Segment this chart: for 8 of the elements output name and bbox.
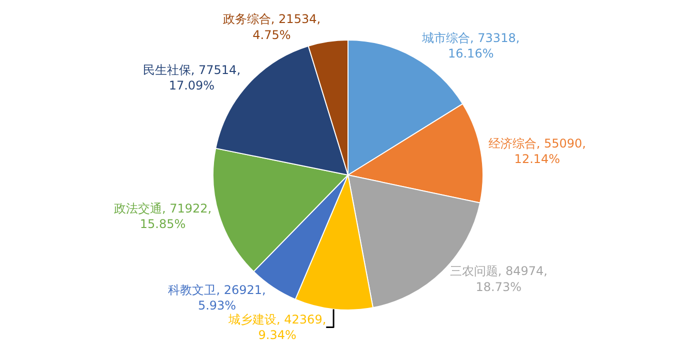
- slice-label: 政法交通, 71922, 15.85%: [114, 201, 212, 231]
- slice-label: 科教文卫, 26921, 5.93%: [168, 282, 266, 312]
- slice-label: 民生社保, 77514, 17.09%: [142, 62, 241, 93]
- slice-label: 城市综合, 73318, 16.16%: [421, 30, 520, 61]
- slice-label: 经济综合, 55090, 12.14%: [488, 136, 586, 166]
- slice-label: 政务综合, 21534, 4.75%: [222, 12, 321, 42]
- slice-label: 城乡建设, 42369, 9.34%: [228, 312, 326, 342]
- slice-label: 三农问题, 84974, 18.73%: [450, 264, 548, 294]
